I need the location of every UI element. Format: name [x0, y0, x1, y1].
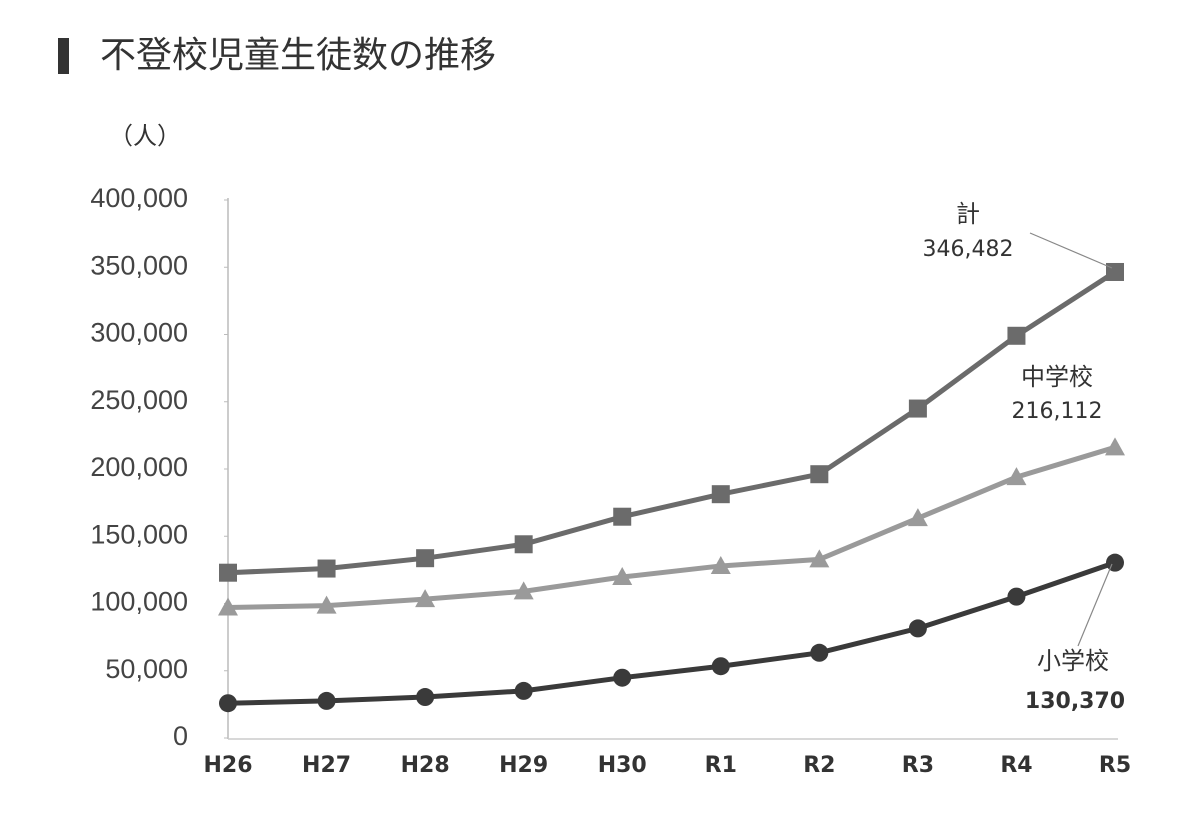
marker — [908, 399, 927, 418]
x-tick-label: R5 — [1099, 753, 1131, 778]
series-label: 小学校 — [1037, 647, 1109, 675]
marker — [415, 589, 436, 608]
x-tick-label: R1 — [705, 753, 737, 778]
y-tick-label: 350,000 — [90, 250, 188, 280]
y-tick-label: 0 — [173, 721, 188, 751]
x-tick-label: H26 — [203, 753, 252, 778]
marker — [1007, 326, 1026, 345]
marker — [1106, 553, 1124, 572]
x-tick-label: H28 — [401, 753, 450, 778]
marker — [908, 619, 927, 638]
marker — [416, 688, 435, 707]
y-tick-label: 250,000 — [90, 385, 188, 415]
x-tick-label: H27 — [302, 753, 351, 778]
series-label: 中学校 — [1021, 363, 1093, 391]
marker — [219, 694, 237, 713]
y-tick-label: 400,000 — [90, 183, 188, 213]
y-tick-label: 300,000 — [90, 318, 188, 348]
marker — [219, 563, 237, 582]
marker — [416, 549, 435, 568]
x-tick-label: R3 — [902, 753, 934, 778]
series-label: 計 — [956, 200, 980, 228]
marker — [613, 507, 632, 526]
marker — [218, 597, 238, 616]
marker — [1106, 262, 1124, 281]
value-label: 216,112 — [1012, 399, 1103, 424]
x-tick-label: R4 — [1000, 753, 1032, 778]
series-line — [227, 269, 1117, 576]
title-bar — [58, 38, 69, 74]
y-tick-label: 150,000 — [90, 519, 188, 549]
y-axis-label: （人） — [109, 122, 181, 150]
x-tick-label: H29 — [499, 753, 548, 778]
marker — [514, 681, 533, 700]
series-line — [227, 560, 1116, 706]
marker — [810, 465, 829, 484]
marker — [1007, 587, 1026, 606]
marker — [317, 559, 336, 578]
marker — [317, 691, 336, 710]
marker — [316, 595, 337, 614]
value-label: 130,370 — [1025, 689, 1125, 714]
marker — [809, 549, 830, 568]
marker — [513, 581, 534, 600]
marker — [711, 657, 730, 676]
marker — [613, 668, 632, 687]
y-tick-label: 200,000 — [90, 452, 188, 482]
marker — [1006, 467, 1027, 486]
y-tick-label: 100,000 — [90, 587, 188, 617]
marker — [711, 485, 730, 504]
marker — [514, 535, 533, 554]
marker — [907, 508, 928, 527]
marker — [1105, 437, 1125, 456]
x-tick-label: R2 — [803, 753, 835, 778]
marker — [710, 555, 731, 574]
series-line — [227, 444, 1116, 610]
x-tick-label: H30 — [598, 753, 647, 778]
y-tick-label: 50,000 — [105, 654, 188, 684]
leader-line — [1029, 232, 1113, 269]
chart-title: 不登校児童生徒数の推移 — [100, 35, 496, 76]
value-label: 346,482 — [923, 237, 1014, 262]
marker — [810, 643, 829, 662]
marker — [612, 567, 633, 586]
leader-line — [1077, 563, 1113, 647]
